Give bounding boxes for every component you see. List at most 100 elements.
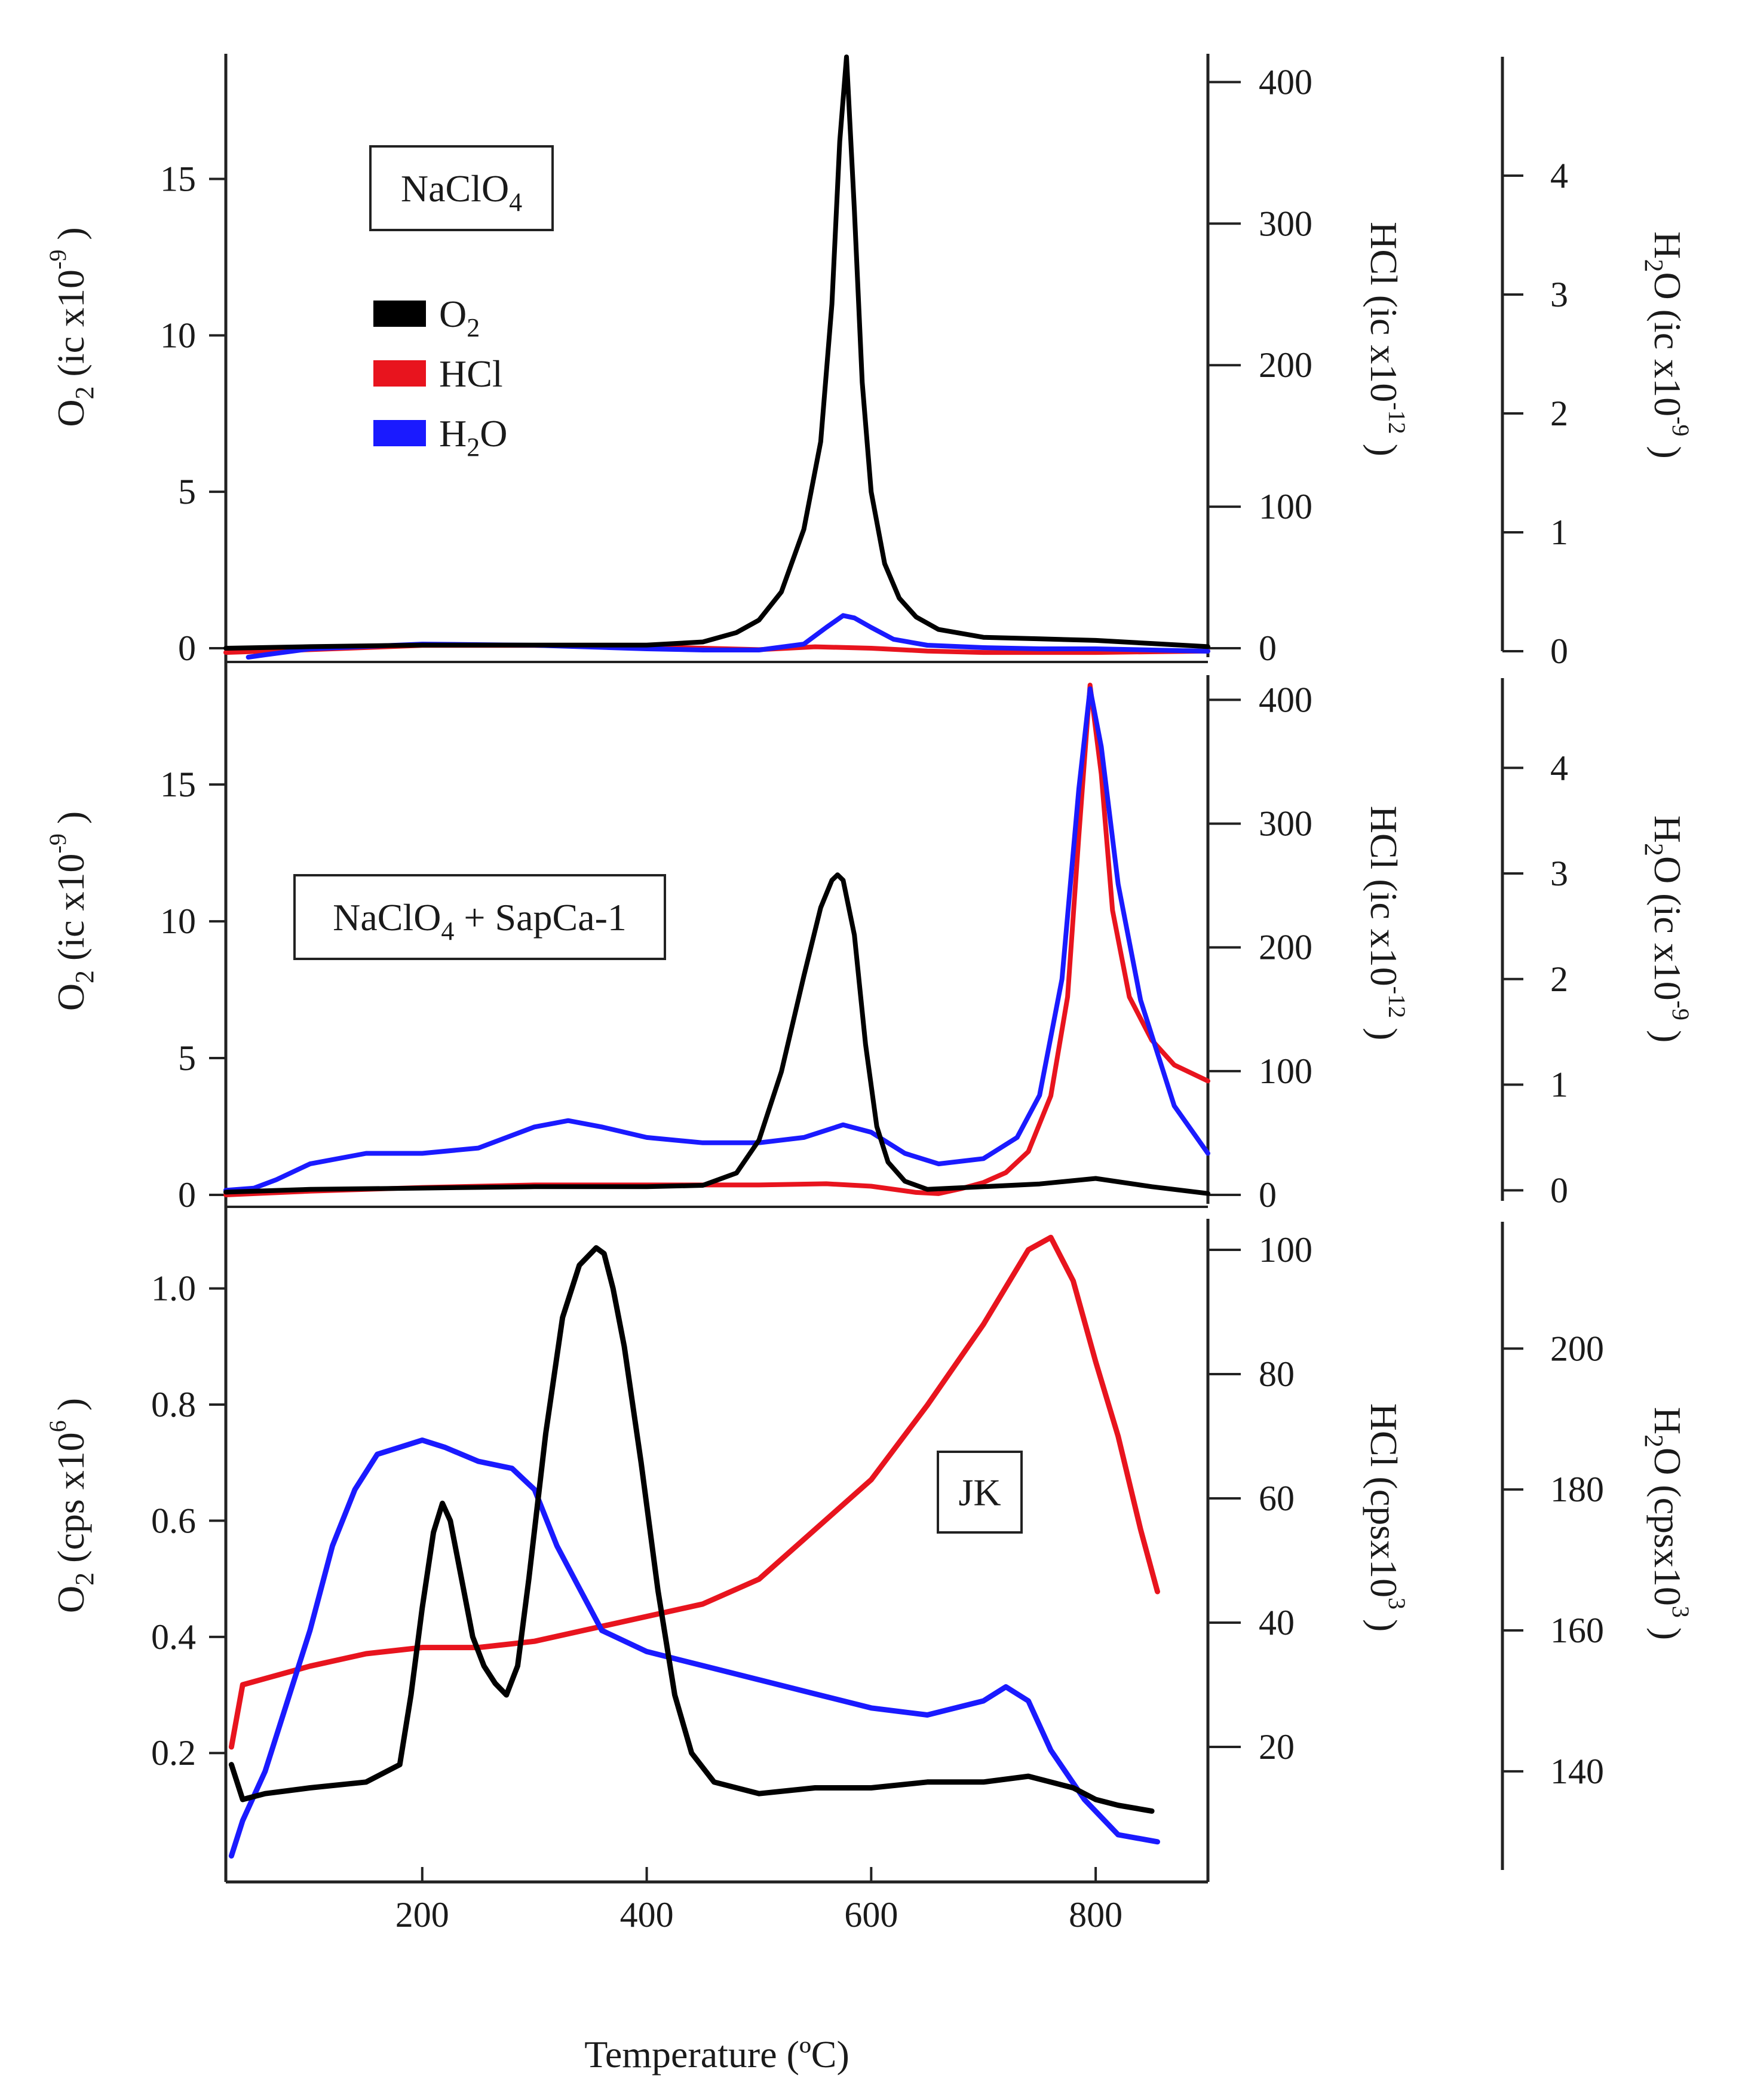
label-part: 2 <box>1639 1434 1669 1448</box>
label-part: H <box>439 412 467 455</box>
right-hcl-tick-label: 200 <box>1259 928 1312 967</box>
label-part: O (cpsx10 <box>1646 1448 1689 1606</box>
label-part: 2 <box>70 970 99 983</box>
label-part: -12 <box>1384 402 1410 434</box>
right-hcl-tick-label: 400 <box>1259 62 1312 102</box>
label-part: 2 <box>70 1572 99 1586</box>
x-tick-label: 600 <box>844 1895 898 1935</box>
left-tick-label: 15 <box>160 765 196 804</box>
right-axis-hcl-title: HCl (ic x10-12 ) <box>1363 222 1410 456</box>
right-h2o-tick-label: 160 <box>1550 1611 1604 1650</box>
label-part: ) <box>1646 1020 1689 1043</box>
label-part: 2 <box>467 433 480 462</box>
right-hcl-tick-label: 0 <box>1259 629 1277 668</box>
right-h2o-tick-label: 140 <box>1550 1752 1604 1791</box>
left-tick-label: 0 <box>178 629 196 668</box>
left-tick-label: 1.0 <box>151 1269 196 1308</box>
right-axis-h2o-title: H2O (cpsx103 ) <box>1639 1407 1694 1640</box>
legend-label-hcl: HCl <box>439 352 503 395</box>
right-axis-hcl-title: HCl (cpsx103 ) <box>1363 1403 1410 1632</box>
sample-label-box: JK <box>937 1451 1023 1534</box>
x-tick-label: 400 <box>620 1895 674 1935</box>
left-tick-label: 0.6 <box>151 1501 196 1540</box>
left-tick-label: 10 <box>160 315 196 355</box>
left-tick-label: 0.8 <box>151 1385 196 1424</box>
label-part: O <box>50 1586 92 1613</box>
label-part: ) <box>1646 1618 1689 1640</box>
label-part: NaClO <box>333 896 441 939</box>
series-o2-line <box>223 54 1210 651</box>
right-hcl-tick-label: 100 <box>1259 1051 1312 1091</box>
label-part: 4 <box>509 188 522 217</box>
right-axis-h2o-title: H2O (ic x10-9 ) <box>1639 231 1694 459</box>
label-part: H <box>1646 231 1689 259</box>
right-hcl-tick-label: 40 <box>1259 1603 1295 1642</box>
label-part: 2 <box>1639 259 1669 272</box>
x-tick-label: 200 <box>395 1895 449 1935</box>
label-part: ) <box>50 1398 92 1420</box>
label-part: 4 <box>441 916 454 946</box>
right-h2o-tick-label: 0 <box>1550 631 1568 671</box>
label-part: 3 <box>1667 1606 1694 1618</box>
series-o2-line <box>228 1245 1155 1814</box>
label-part: (ic x10 <box>50 853 92 970</box>
label-part: HCl (cpsx10 <box>1363 1403 1405 1598</box>
label-part: H <box>1646 1407 1689 1434</box>
sample-label-box: NaClO4 <box>369 145 554 231</box>
right-hcl-tick-label: 100 <box>1259 1230 1312 1270</box>
legend-swatch-o2 <box>373 301 426 327</box>
label-part: O <box>439 293 467 335</box>
right-h2o-tick-label: 4 <box>1550 748 1568 787</box>
left-tick-label: 0 <box>178 1175 196 1215</box>
right-h2o-tick-label: 3 <box>1550 275 1568 314</box>
left-tick-label: 0.4 <box>151 1617 196 1657</box>
right-hcl-tick-label: 300 <box>1259 804 1312 844</box>
label-part: HCl <box>439 352 503 395</box>
right-h2o-tick-label: 200 <box>1550 1329 1604 1368</box>
legend-swatch-hcl <box>373 360 426 387</box>
right-hcl-tick-label: 100 <box>1259 487 1312 526</box>
right-hcl-tick-label: 20 <box>1259 1727 1295 1767</box>
left-axis-title: O2 (cps x106 ) <box>44 1398 99 1613</box>
label-part: ) <box>50 811 92 833</box>
label-part: (cps x10 <box>50 1432 92 1572</box>
sample-label-box: NaClO4 + SapCa-1 <box>293 874 666 960</box>
right-hcl-tick-label: 200 <box>1259 345 1312 385</box>
right-hcl-tick-label: 0 <box>1259 1175 1277 1215</box>
label-part: + SapCa-1 <box>454 896 627 939</box>
legend-label-h2o: H2O <box>439 412 507 462</box>
right-h2o-tick-label: 1 <box>1550 1065 1568 1105</box>
label-part: 3 <box>1384 1598 1410 1610</box>
right-hcl-tick-label: 80 <box>1259 1354 1295 1394</box>
right-h2o-tick-label: 180 <box>1550 1470 1604 1509</box>
label-part: 2 <box>70 386 99 399</box>
label-part: O <box>50 399 92 427</box>
right-hcl-tick-label: 60 <box>1259 1479 1295 1518</box>
label-part: -9 <box>44 833 71 853</box>
left-tick-label: 0.2 <box>151 1733 196 1773</box>
label-part: HCl (ic x10 <box>1363 222 1405 402</box>
series-hcl-line <box>228 1234 1160 1750</box>
series-h2o-line <box>223 686 1210 1193</box>
left-tick-label: 10 <box>160 902 196 941</box>
label-part: -9 <box>44 250 71 269</box>
right-axis-h2o-title: H2O (ic x10-9 ) <box>1639 816 1694 1043</box>
label-part: O (ic x10 <box>1646 856 1689 1001</box>
label-part: 6 <box>44 1420 71 1432</box>
x-axis-label: Temperature (ºC) <box>584 2033 849 2076</box>
label-part: -9 <box>1667 1001 1694 1020</box>
left-tick-label: 15 <box>160 159 196 198</box>
sample-label: NaClO4 + SapCa-1 <box>333 896 627 946</box>
legend-swatch-h2o <box>373 420 426 446</box>
series-h2o-line <box>228 1437 1160 1859</box>
left-axis-title: O2 (ic x10-9 ) <box>44 227 99 427</box>
panel-bottom: 0.20.40.60.81.020406080100140160180200O2… <box>44 1219 1694 1882</box>
left-axis-title: O2 (ic x10-9 ) <box>44 811 99 1011</box>
label-part: ) <box>1363 1610 1405 1632</box>
right-h2o-tick-label: 0 <box>1550 1170 1568 1210</box>
label-part: NaClO <box>401 167 509 210</box>
right-h2o-tick-label: 1 <box>1550 513 1568 552</box>
label-part: O <box>480 412 507 455</box>
